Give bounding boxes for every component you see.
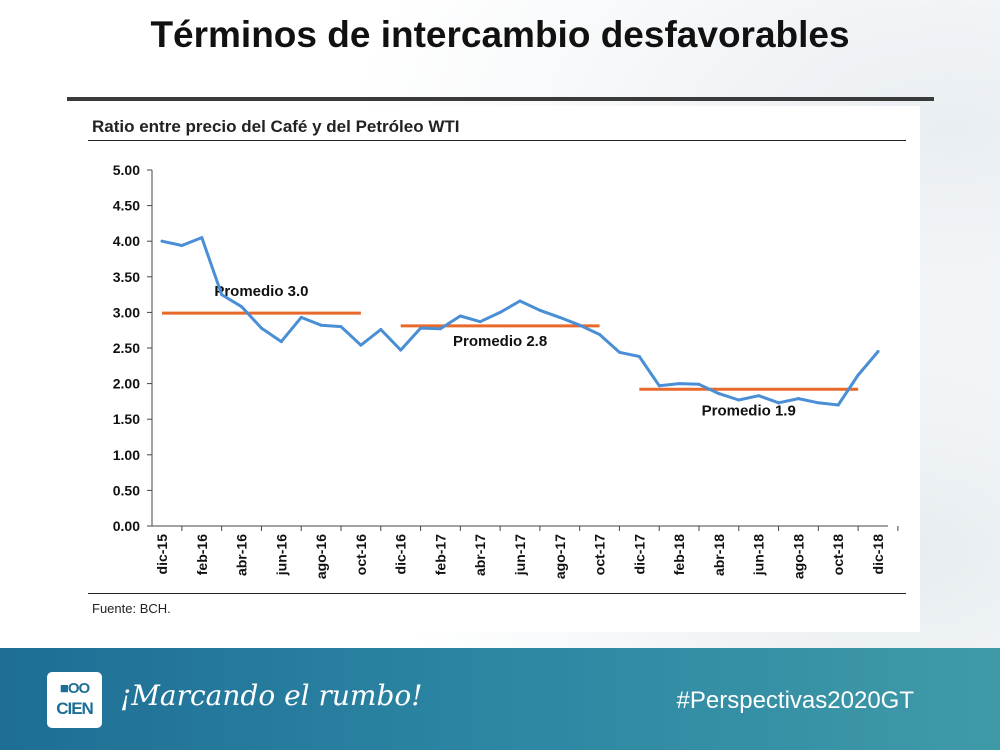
data-point <box>836 403 840 407</box>
y-axis: 0.00 0.50 1.00 1.50 2.00 2.50 3.00 3.50 4.00 4.50… <box>113 162 153 534</box>
data-point <box>578 323 582 327</box>
data-point <box>180 243 184 247</box>
data-point <box>478 320 482 324</box>
hashtag: #Perspectivas2020GT <box>676 687 914 714</box>
x-tick-label: dic-18 <box>870 534 886 575</box>
y-tick-label: 5.00 <box>113 162 140 178</box>
data-series <box>160 236 880 407</box>
x-tick-label: jun-18 <box>751 534 767 576</box>
average-label: Promedio 1.9 <box>702 403 796 420</box>
data-point <box>876 350 880 354</box>
data-point <box>339 325 343 329</box>
x-tick-label: dic-17 <box>631 534 647 575</box>
x-tick-label: abr-18 <box>711 534 727 576</box>
x-tick-label: dic-15 <box>154 534 170 575</box>
source-note: Fuente: BCH. <box>92 601 171 616</box>
cien-logo: ■OO CIEN <box>47 672 102 728</box>
average-label: Promedio 3.0 <box>214 283 308 300</box>
x-tick-label: oct-17 <box>592 534 608 575</box>
data-point <box>697 382 701 386</box>
y-tick-label: 4.00 <box>113 233 140 249</box>
y-tick-label: 1.00 <box>113 447 140 463</box>
chart-bottom-divider <box>88 593 906 594</box>
data-point <box>518 299 522 303</box>
title-divider <box>67 97 934 101</box>
data-point <box>657 384 661 388</box>
data-point <box>558 315 562 319</box>
x-tick-label: jun-17 <box>512 534 528 576</box>
chart-panel <box>80 106 920 632</box>
y-tick-label: 2.00 <box>113 376 140 392</box>
data-point <box>777 401 781 405</box>
x-tick-label: abr-16 <box>234 534 250 576</box>
data-point <box>419 326 423 330</box>
data-point <box>220 293 224 297</box>
x-tick-label: oct-18 <box>830 534 846 575</box>
x-axis: dic-15 feb-16 abr-16 jun-16 ago-16 oct-16 dic-… <box>152 525 899 579</box>
data-point <box>359 343 363 347</box>
y-tick-label: 3.00 <box>113 304 140 320</box>
data-point <box>677 382 681 386</box>
average-lines: Promedio 3.0 Promedio 2.8 Promedio 1.9 <box>162 283 859 420</box>
data-point <box>598 332 602 336</box>
y-tick-label: 3.50 <box>113 269 140 285</box>
data-point <box>637 355 641 359</box>
series-line <box>160 236 880 407</box>
data-point <box>200 236 204 240</box>
y-tick-label: 1.50 <box>113 411 140 427</box>
data-point <box>299 315 303 319</box>
data-point <box>737 398 741 402</box>
x-tick-label: ago-18 <box>790 534 806 579</box>
x-tick-label: ago-17 <box>552 534 568 579</box>
data-point <box>856 373 860 377</box>
data-point <box>160 239 164 243</box>
x-tick-label: dic-16 <box>393 534 409 575</box>
chart-title: Ratio entre precio del Café y del Petról… <box>92 117 460 136</box>
x-tick-label: oct-16 <box>353 534 369 575</box>
data-point <box>379 327 383 331</box>
y-tick-label: 4.50 <box>113 198 140 214</box>
data-point <box>617 350 621 354</box>
x-tick-label: abr-17 <box>472 534 488 576</box>
data-point <box>816 401 820 405</box>
data-point <box>438 327 442 331</box>
x-tick-label: ago-16 <box>313 534 329 579</box>
data-point <box>796 397 800 401</box>
data-point <box>757 394 761 398</box>
y-tick-label: 2.50 <box>113 340 140 356</box>
data-point <box>319 323 323 327</box>
data-point <box>538 308 542 312</box>
x-tick-label: feb-17 <box>432 534 448 575</box>
y-tick-label: 0.50 <box>113 482 140 498</box>
x-tick-label: feb-18 <box>671 534 687 575</box>
data-point <box>240 305 244 309</box>
logo-mark: ■OO <box>59 680 90 697</box>
data-point <box>458 314 462 318</box>
logo-text: CIEN <box>56 699 94 718</box>
data-point <box>399 348 403 352</box>
slide-title: Términos de intercambio desfavorables <box>150 14 850 55</box>
data-point <box>717 392 721 396</box>
y-tick-label: 0.00 <box>113 518 140 534</box>
data-point <box>259 326 263 330</box>
footer-bar <box>0 648 1000 750</box>
data-point <box>279 340 283 344</box>
average-label: Promedio 2.8 <box>453 333 547 350</box>
chart-title-divider <box>88 140 906 141</box>
data-point <box>498 310 502 314</box>
x-tick-label: jun-16 <box>273 534 289 576</box>
x-tick-label: feb-16 <box>194 534 210 575</box>
slogan: ¡Marcando el rumbo! <box>120 679 423 712</box>
line-chart: 0.00 0.50 1.00 1.50 2.00 2.50 3.00 3.50 4.00 4.50… <box>113 162 899 579</box>
